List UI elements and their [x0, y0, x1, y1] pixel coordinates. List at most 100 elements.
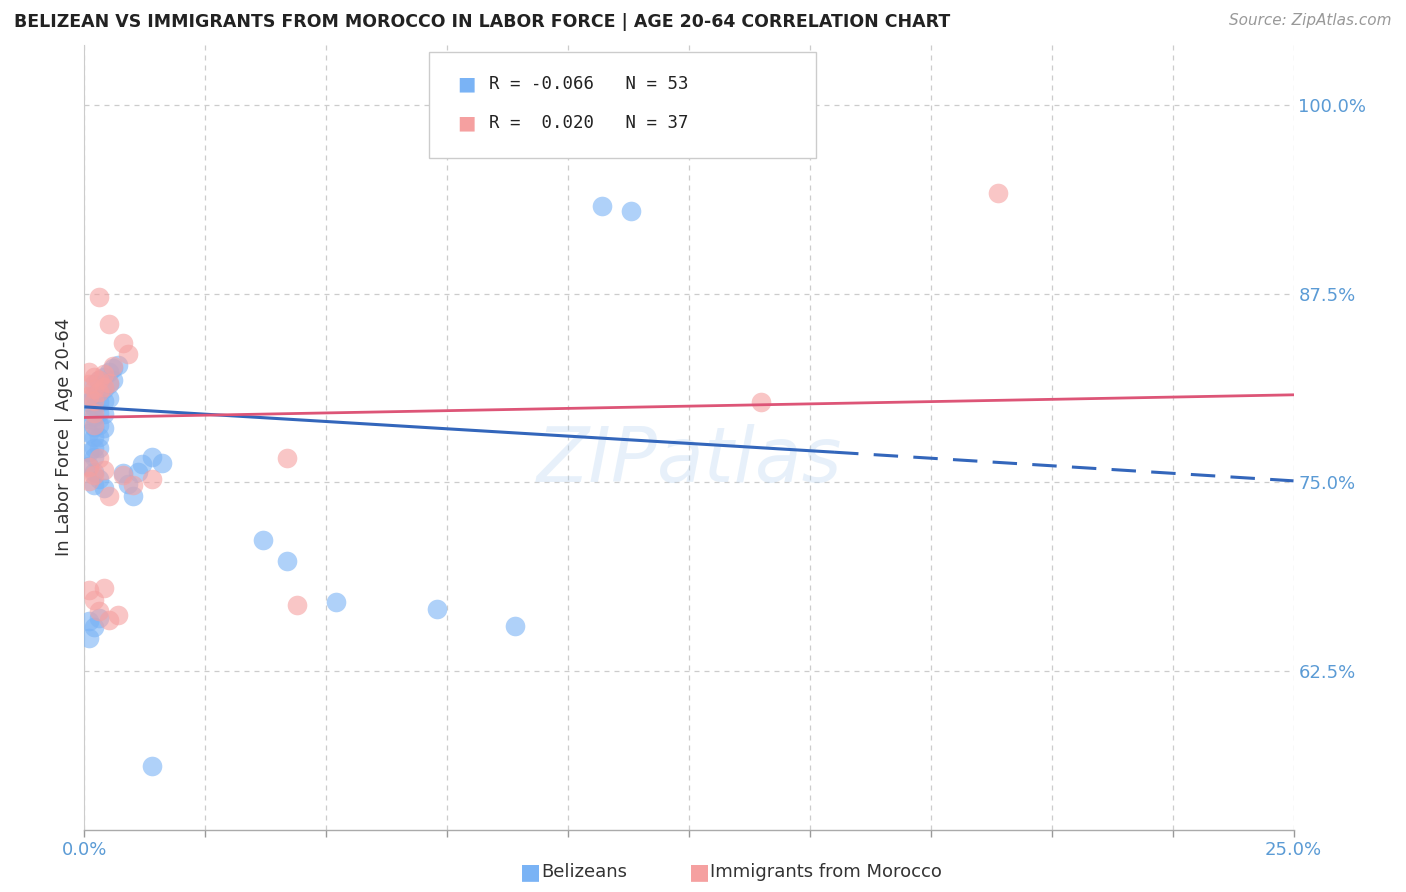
Point [117, 347, 139, 361]
Text: BELIZEAN VS IMMIGRANTS FROM MOROCCO IN LABOR FORCE | AGE 20-64 CORRELATION CHART: BELIZEAN VS IMMIGRANTS FROM MOROCCO IN L… [14, 13, 950, 31]
Point [83, 430, 105, 444]
Point [103, 373, 125, 387]
Text: Source: ZipAtlas.com: Source: ZipAtlas.com [1229, 13, 1392, 29]
Y-axis label: In Labor Force | Age 20-64: In Labor Force | Age 20-64 [55, 318, 73, 557]
Point [107, 358, 129, 372]
Point [87, 441, 110, 455]
Point [83, 388, 105, 402]
Point [276, 451, 298, 466]
Point [87, 373, 110, 387]
Point [112, 336, 135, 351]
Text: ■: ■ [520, 863, 541, 882]
Point [87, 472, 110, 486]
Point [87, 604, 110, 618]
Point [503, 619, 526, 633]
Point [83, 593, 105, 607]
Point [77, 425, 100, 440]
Point [591, 199, 613, 213]
Point [87, 373, 110, 387]
Point [121, 478, 143, 492]
Point [276, 554, 298, 568]
Point [93, 380, 115, 394]
Point [93, 463, 115, 477]
Text: ■: ■ [457, 113, 475, 133]
Text: ZIPatlas: ZIPatlas [536, 424, 842, 498]
Point [87, 611, 110, 625]
Point [93, 408, 115, 422]
Point [77, 614, 100, 628]
Point [112, 467, 135, 482]
Point [97, 376, 120, 390]
Point [97, 391, 120, 405]
Point [103, 360, 125, 375]
Point [987, 186, 1010, 200]
Point [87, 406, 110, 420]
Point [83, 393, 105, 408]
Point [97, 489, 120, 503]
Text: R =  0.020   N = 37: R = 0.020 N = 37 [489, 114, 689, 132]
Point [83, 478, 105, 492]
Point [150, 456, 173, 470]
Point [77, 445, 100, 459]
Point [87, 290, 110, 304]
Point [93, 421, 115, 435]
Point [77, 395, 100, 409]
Point [83, 377, 105, 392]
Point [83, 467, 105, 482]
Point [77, 582, 100, 597]
Point [751, 395, 773, 409]
Point [121, 489, 143, 503]
Point [131, 457, 153, 471]
Point [83, 620, 105, 634]
Point [77, 458, 100, 473]
Text: Immigrants from Morocco: Immigrants from Morocco [710, 863, 942, 881]
Point [93, 367, 115, 381]
Point [83, 419, 105, 434]
Point [83, 382, 105, 396]
Point [93, 393, 115, 408]
Point [83, 450, 105, 464]
Point [87, 384, 110, 399]
Point [141, 472, 163, 486]
Point [87, 384, 110, 399]
Point [83, 410, 105, 425]
Point [83, 441, 105, 455]
Point [107, 608, 129, 623]
Point [97, 317, 120, 331]
Point [97, 365, 120, 379]
Point [83, 406, 105, 420]
Text: ■: ■ [457, 74, 475, 94]
FancyBboxPatch shape [429, 53, 815, 159]
Point [93, 581, 115, 595]
Point [83, 417, 105, 432]
Point [93, 382, 115, 396]
Point [77, 631, 100, 645]
Point [97, 613, 120, 627]
Point [77, 377, 100, 392]
Point [77, 474, 100, 488]
Point [77, 412, 100, 426]
Point [87, 395, 110, 409]
Point [141, 759, 163, 773]
Point [87, 417, 110, 432]
Point [117, 476, 139, 491]
Point [325, 594, 347, 608]
Point [83, 400, 105, 414]
Text: ■: ■ [689, 863, 710, 882]
Point [77, 365, 100, 379]
Point [77, 389, 100, 403]
Text: Belizeans: Belizeans [541, 863, 627, 881]
Point [103, 359, 125, 373]
Text: R = -0.066   N = 53: R = -0.066 N = 53 [489, 75, 689, 93]
Point [93, 482, 115, 496]
Point [285, 598, 308, 612]
Point [87, 451, 110, 466]
Point [77, 460, 100, 475]
Point [620, 203, 643, 218]
Point [93, 369, 115, 384]
Point [252, 533, 274, 547]
Point [87, 430, 110, 444]
Point [112, 467, 135, 481]
Point [426, 602, 449, 616]
Point [83, 465, 105, 479]
